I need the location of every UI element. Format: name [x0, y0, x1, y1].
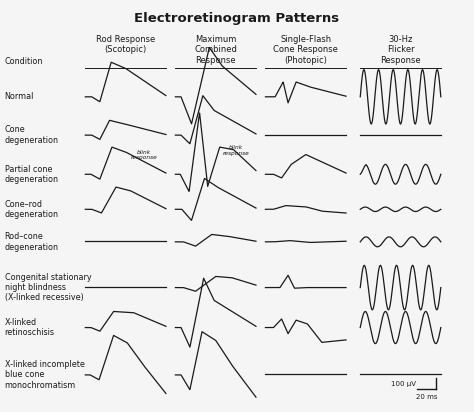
Text: Cone–rod
degeneration: Cone–rod degeneration: [5, 199, 59, 219]
Text: blink
response: blink response: [130, 150, 157, 160]
Text: Maximum
Combined
Response: Maximum Combined Response: [194, 35, 237, 65]
Text: Electroretinogram Patterns: Electroretinogram Patterns: [135, 12, 339, 25]
Text: 20 ms: 20 ms: [416, 394, 438, 400]
Text: Congenital stationary
night blindness
(X-linked recessive): Congenital stationary night blindness (X…: [5, 273, 91, 302]
Text: 100 μV: 100 μV: [391, 381, 416, 386]
Text: Normal: Normal: [5, 92, 34, 101]
Text: X-linked
retinoschisis: X-linked retinoschisis: [5, 318, 55, 337]
Text: Condition: Condition: [5, 57, 43, 66]
Text: X-linked incomplete
blue cone
monochromatism: X-linked incomplete blue cone monochroma…: [5, 360, 85, 390]
Text: 30-Hz
Flicker
Response: 30-Hz Flicker Response: [380, 35, 421, 65]
Text: Rod–cone
degeneration: Rod–cone degeneration: [5, 232, 59, 252]
Text: Cone
degeneration: Cone degeneration: [5, 125, 59, 145]
Text: Rod Response
(Scotopic): Rod Response (Scotopic): [96, 35, 155, 54]
Text: Single-Flash
Cone Response
(Photopic): Single-Flash Cone Response (Photopic): [273, 35, 338, 65]
Text: blink
response: blink response: [223, 145, 249, 156]
Text: Partial cone
degeneration: Partial cone degeneration: [5, 164, 59, 184]
